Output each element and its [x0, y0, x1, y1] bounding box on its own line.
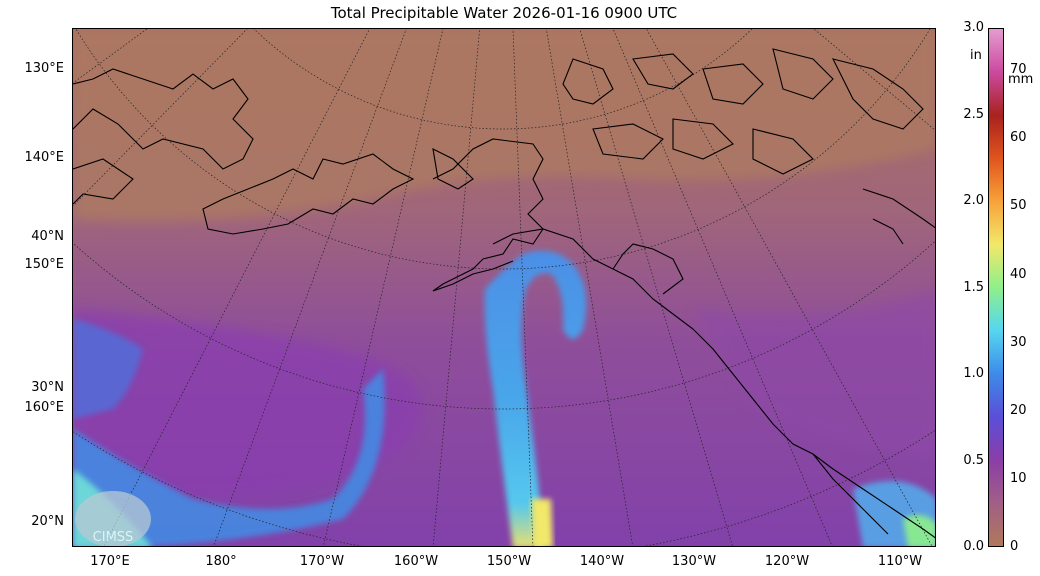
- cimss-logo: CIMSS: [75, 491, 151, 546]
- moisture-sw: [73, 369, 385, 546]
- colorbar: [988, 28, 1004, 547]
- colorbar-inch-tick: 1.0: [963, 366, 984, 381]
- colorbar-inch-unit: in: [970, 48, 982, 63]
- moisture-west-edge: [73, 319, 143, 419]
- left-label: 30°N: [31, 380, 64, 395]
- bottom-label: 160°W: [393, 554, 439, 569]
- tpw-map[interactable]: CIMSS: [72, 28, 936, 547]
- dry-arctic-region: [73, 29, 935, 222]
- bottom-label: 130°W: [671, 554, 717, 569]
- bottom-label: 180°: [205, 554, 237, 569]
- colorbar-mm-tick: 60: [1010, 130, 1027, 146]
- map-canvas: CIMSS: [73, 29, 935, 546]
- left-label: 130°E: [24, 61, 64, 76]
- colorbar-mm-tick: 10: [1010, 470, 1027, 486]
- bottom-label: 120°W: [764, 554, 810, 569]
- moisture-se-core: [903, 515, 935, 546]
- atmospheric-river-plume: [484, 250, 587, 546]
- bottom-label: 110°W: [877, 554, 923, 569]
- colorbar-mm-unit: mm: [1008, 72, 1034, 87]
- left-label: 150°E: [24, 257, 64, 272]
- colorbar-inch-tick: 1.5: [963, 279, 984, 295]
- moist-band-east: [693, 289, 935, 459]
- logo-text: CIMSS: [93, 530, 134, 545]
- colorbar-inch-tick: 2.5: [963, 106, 984, 122]
- bottom-label: 150°W: [486, 554, 532, 569]
- bottom-label: 140°W: [579, 554, 625, 569]
- left-label: 20°N: [31, 514, 64, 529]
- colorbar-inch-tick: 0.0: [963, 539, 984, 554]
- colorbar-mm-tick: 70: [1010, 62, 1027, 78]
- left-label: 160°E: [24, 400, 64, 415]
- chart-title: Total Precipitable Water 2026-01-16 0900…: [330, 4, 678, 22]
- graticule: [73, 29, 935, 546]
- left-label: 140°E: [24, 150, 64, 165]
- bottom-label: 170°E: [90, 554, 130, 569]
- colorbar-mm-tick: 50: [1010, 198, 1027, 214]
- plume-peak: [531, 499, 553, 546]
- colorbar-mm-tick: 30: [1010, 334, 1027, 350]
- bottom-label: 170°W: [299, 554, 345, 569]
- coastlines: [73, 48, 935, 539]
- left-label: 40°N: [31, 229, 64, 244]
- colorbar-inch-tick: 2.0: [963, 193, 984, 208]
- colorbar-inch-tick: 0.5: [963, 452, 984, 468]
- moist-band-west: [73, 309, 423, 499]
- colorbar-mm-tick: 0: [1010, 539, 1019, 554]
- colorbar-mm-tick: 20: [1010, 402, 1027, 418]
- colorbar-inch-tick: 3.0: [963, 20, 984, 35]
- colorbar-mm-tick: 40: [1010, 266, 1027, 282]
